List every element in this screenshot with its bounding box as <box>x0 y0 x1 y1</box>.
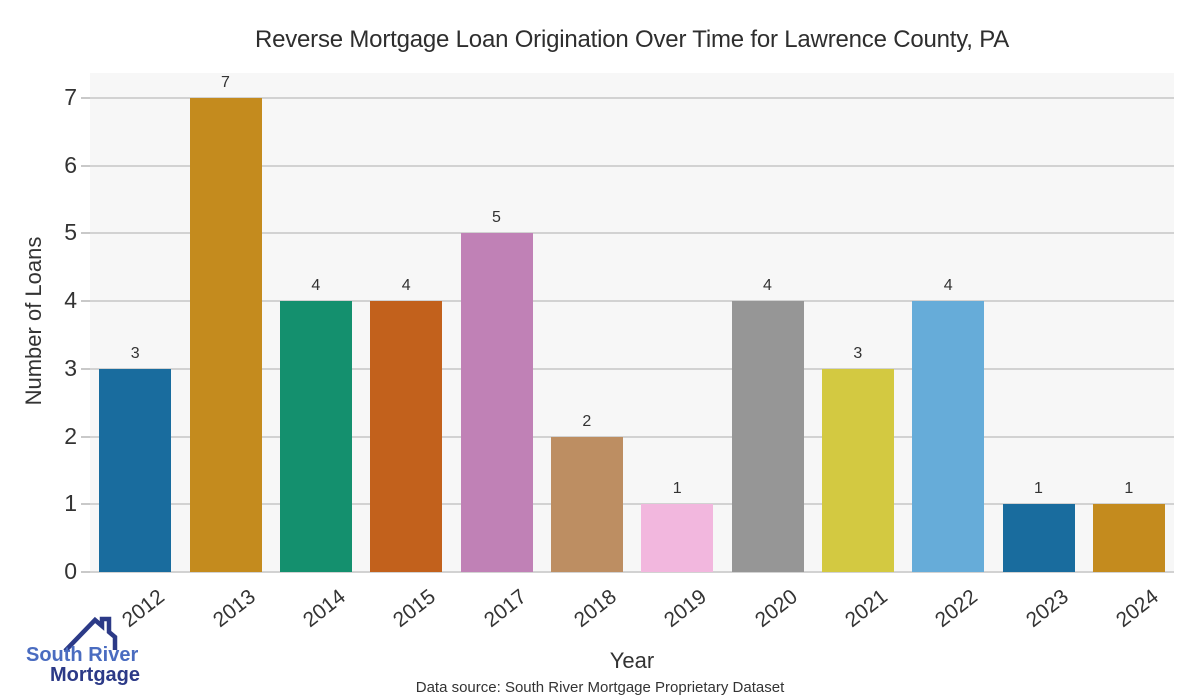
bar-2013 <box>189 98 262 572</box>
y-tick-label: 5 <box>64 219 77 246</box>
x-tick-label-2022: 2022 <box>931 585 983 632</box>
y-tick-label: 1 <box>64 490 77 517</box>
company-logo: South River Mortgage <box>18 612 168 692</box>
bar-value-label-2022: 4 <box>943 277 953 295</box>
x-tick-label-2023: 2023 <box>1021 585 1073 632</box>
bar-value-label-2015: 4 <box>401 277 411 295</box>
bar-2021 <box>821 368 894 572</box>
y-tick-label: 6 <box>64 151 77 178</box>
bar-value-label-2017: 5 <box>492 209 501 227</box>
bar-value-label-2021: 3 <box>853 344 863 362</box>
house-roof-icon <box>63 616 118 653</box>
x-tick-label-2017: 2017 <box>479 585 531 632</box>
y-tick-mark <box>81 97 90 100</box>
y-tick-mark <box>81 232 90 235</box>
x-tick-label-2021: 2021 <box>841 585 893 632</box>
y-tick-label: 4 <box>64 287 77 314</box>
bar-value-label-2014: 4 <box>311 277 321 295</box>
gridline <box>90 503 1174 506</box>
chart-title: Reverse Mortgage Loan Origination Over T… <box>254 26 1010 53</box>
bar-value-label-2020: 4 <box>763 277 772 295</box>
y-axis-title: Number of Loans <box>21 236 46 406</box>
bar-value-label-2013: 7 <box>221 74 230 92</box>
x-tick-label-2024: 2024 <box>1112 585 1164 632</box>
x-tick-label-2013: 2013 <box>208 585 260 632</box>
bar-value-label-2024: 1 <box>1124 480 1134 498</box>
bar-2022 <box>912 301 985 572</box>
bar-2020 <box>731 301 804 572</box>
x-tick-label-2018: 2018 <box>570 585 622 632</box>
bar-2012 <box>99 368 172 572</box>
bar-2014 <box>279 301 352 572</box>
y-tick-mark <box>81 503 90 506</box>
source-note: Data source: South River Mortgage Propri… <box>415 679 785 696</box>
y-tick-mark <box>81 300 90 303</box>
plot-area: 3 7 4 4 5 2 1 4 3 4 1 1 <box>90 73 1174 573</box>
bar-value-label-2018: 2 <box>582 412 592 430</box>
gridline <box>90 435 1174 438</box>
y-tick-mark <box>81 435 90 438</box>
bar-value-label-2019: 1 <box>672 480 682 498</box>
y-tick-mark <box>81 571 90 573</box>
gridline <box>90 571 1174 573</box>
gridline <box>90 232 1174 235</box>
y-tick-label: 2 <box>64 422 77 449</box>
y-tick-mark <box>81 367 90 370</box>
bar-2018 <box>550 436 623 572</box>
x-tick-label-2019: 2019 <box>660 585 712 632</box>
x-tick-label-2014: 2014 <box>299 585 351 632</box>
x-tick-label-2015: 2015 <box>389 585 441 632</box>
y-tick-label: 0 <box>64 558 77 584</box>
logo-text-line1: South River <box>26 644 139 666</box>
logo-text-line2: Mortgage <box>50 664 140 686</box>
bar-2017 <box>460 233 533 572</box>
bar-2015 <box>370 301 443 572</box>
y-tick-mark <box>81 164 90 167</box>
bar-2023 <box>1002 504 1075 572</box>
y-tick-label: 7 <box>64 84 77 111</box>
gridline <box>90 300 1174 303</box>
bar-2024 <box>1092 504 1165 572</box>
gridline <box>90 97 1174 100</box>
bar-2019 <box>641 504 714 572</box>
bar-value-label-2023: 1 <box>1034 480 1043 498</box>
gridline <box>90 164 1174 167</box>
bar-value-label-2012: 3 <box>130 344 140 362</box>
x-tick-label-2020: 2020 <box>750 585 802 632</box>
gridline <box>90 367 1174 370</box>
x-axis-title: Year <box>609 648 655 673</box>
y-tick-label: 3 <box>64 354 77 381</box>
